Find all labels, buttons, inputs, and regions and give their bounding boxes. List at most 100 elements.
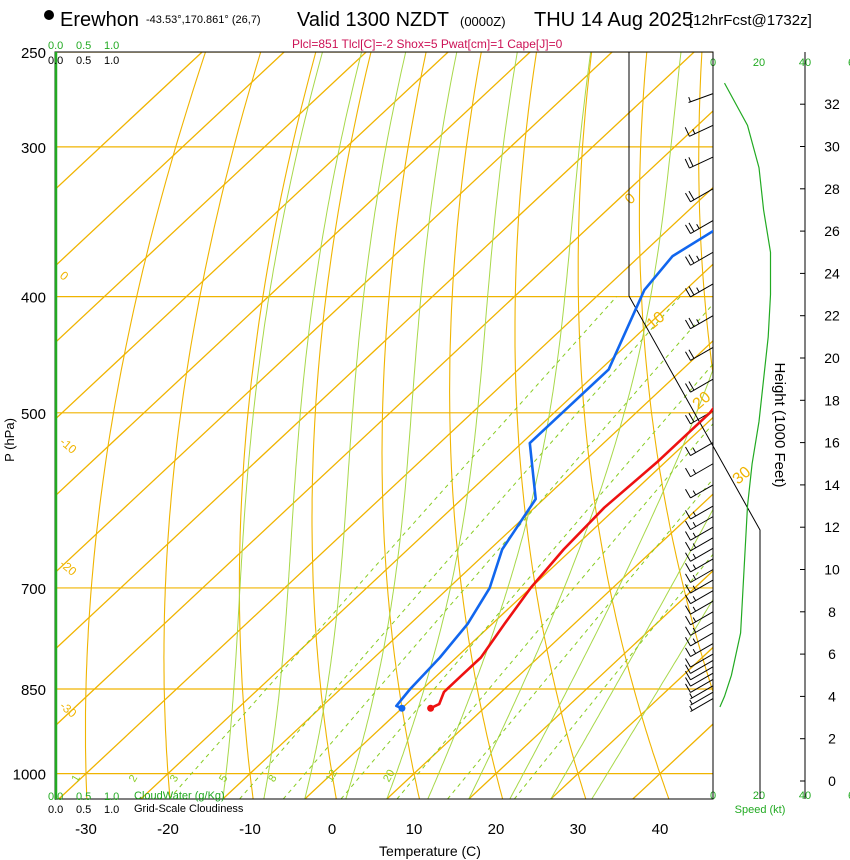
wind-speed-scale-label: 40 bbox=[799, 57, 811, 69]
wind-barb-flag bbox=[685, 446, 691, 456]
wind-barb-staff bbox=[689, 156, 714, 169]
wind-speed-scale-label: 20 bbox=[753, 57, 765, 69]
wind-barb-flag bbox=[688, 349, 695, 359]
wind-barb-staff bbox=[690, 691, 714, 706]
wind-barb bbox=[689, 691, 714, 706]
wind-speed-profile bbox=[719, 82, 772, 708]
dry-adiabat bbox=[84, 52, 207, 799]
temperature-profile bbox=[430, 406, 713, 710]
wind-barb-half-flag bbox=[692, 522, 697, 527]
cloud-water-scale-label: 0.0 bbox=[48, 791, 63, 803]
cloudiness-scale-label: 0.0 bbox=[48, 55, 63, 67]
stability-indices: Plcl=851 Tlcl[C]=-2 Shox=5 Pwat[cm]=1 Ca… bbox=[292, 37, 563, 51]
dry-adiabat bbox=[756, 52, 850, 799]
moist-adiabat bbox=[550, 508, 713, 799]
wind-barb-staff bbox=[690, 672, 714, 687]
wind-barb bbox=[685, 672, 714, 687]
wind-barb bbox=[685, 346, 714, 361]
wind-barb-half-flag bbox=[692, 543, 697, 549]
wind-barb-flag bbox=[685, 224, 691, 234]
wind-barb bbox=[689, 698, 714, 712]
plot-frame bbox=[54, 51, 714, 800]
mixing-ratio-line bbox=[447, 478, 713, 799]
wind-barb-staff bbox=[690, 698, 714, 712]
isotherm-line bbox=[386, 493, 713, 799]
wind-speed-scale-label: 20 bbox=[753, 790, 765, 802]
wind-barb-half-flag bbox=[692, 448, 697, 453]
wind-barb bbox=[685, 611, 714, 626]
wind-barb-half-flag bbox=[689, 693, 693, 699]
wind-barb-half-flag bbox=[692, 469, 697, 474]
wind-barb-half-flag bbox=[692, 553, 697, 559]
height-tick-label: 18 bbox=[824, 392, 840, 408]
height-axis-title: Height (1000 Feet) bbox=[771, 362, 788, 487]
wind-barb-staff bbox=[690, 484, 714, 499]
cloud-water-scale-label: 0.5 bbox=[76, 791, 91, 803]
mixing-ratio-line bbox=[396, 423, 713, 799]
isotherm-label: -30 bbox=[57, 699, 80, 721]
wind-barb bbox=[685, 505, 714, 520]
wind-barb-flag bbox=[688, 190, 695, 201]
wind-barb-flag bbox=[685, 541, 691, 552]
wind-barb-half-flag bbox=[692, 648, 697, 654]
wind-barb-flag bbox=[685, 670, 691, 681]
wind-barb bbox=[685, 600, 714, 615]
pressure-tick-label: 500 bbox=[21, 406, 46, 423]
cloud-water-scale-label: 1.0 bbox=[104, 40, 119, 52]
temperature-tick-label: 0 bbox=[328, 821, 336, 838]
valid-utc: (0000Z) bbox=[460, 14, 506, 29]
temperature-axis-title: Temperature (C) bbox=[379, 843, 481, 859]
wind-barb-half-flag bbox=[692, 617, 697, 623]
wind-barb bbox=[685, 283, 714, 298]
height-tick-label: 28 bbox=[824, 181, 840, 197]
isotherm-line bbox=[468, 569, 713, 799]
pressure-tick-label: 250 bbox=[21, 45, 46, 62]
wind-barb-flag bbox=[685, 256, 691, 266]
height-tick-label: 16 bbox=[824, 435, 840, 451]
isotherm-label: -20 bbox=[57, 557, 80, 579]
station-coords: -43.53°,170.861° (26,7) bbox=[146, 14, 261, 26]
wind-barb-staff bbox=[690, 516, 714, 531]
mixing-ratio-label: 12 bbox=[324, 768, 341, 785]
wind-barb bbox=[685, 660, 714, 674]
wind-barb-staff bbox=[690, 679, 714, 693]
wind-barb-flag bbox=[685, 552, 691, 562]
wind-barb-flag bbox=[685, 683, 691, 693]
cloud-water-scale-label: 0.0 bbox=[48, 40, 63, 52]
moist-adiabat bbox=[427, 52, 592, 799]
wind-barb-staff bbox=[688, 93, 714, 103]
isotherm-line bbox=[55, 52, 367, 344]
wind-barb-flag bbox=[684, 127, 690, 137]
boundary-line bbox=[628, 52, 761, 799]
height-tick-label: 26 bbox=[824, 223, 840, 239]
forecast-label: [12hrFcst@1732z] bbox=[689, 12, 812, 29]
wind-barb-half-flag bbox=[696, 287, 700, 293]
wind-barb-flag bbox=[685, 677, 691, 687]
isotherm-line bbox=[58, 186, 713, 799]
height-tick-label: 2 bbox=[828, 731, 836, 747]
wind-barb-flag bbox=[688, 412, 695, 423]
wind-barb-flag bbox=[685, 637, 691, 647]
wind-speed-scale-label: 6 bbox=[848, 790, 850, 802]
dewpoint-profile bbox=[394, 229, 713, 710]
wind-barb-flag bbox=[685, 605, 691, 615]
wind-barb-flag bbox=[685, 351, 691, 361]
temperature-tick-label: 20 bbox=[488, 821, 505, 838]
moist-adiabat bbox=[345, 52, 458, 799]
surface-dewpoint-point bbox=[398, 704, 406, 712]
pressure-tick-label: 1000 bbox=[13, 767, 46, 784]
wind-barb bbox=[685, 220, 714, 234]
wind-barb bbox=[685, 463, 714, 478]
wind-barb-flag bbox=[685, 510, 691, 520]
cloud-water-scale-label: 1.0 bbox=[104, 791, 119, 803]
wind-barb-half-flag bbox=[692, 490, 697, 496]
temperature-tick-label: 40 bbox=[652, 821, 669, 838]
wind-speed-axis-title: Speed (kt) bbox=[735, 804, 786, 816]
mixing-ratio-line bbox=[282, 303, 713, 799]
wind-barb-flag bbox=[688, 381, 695, 391]
wind-barb bbox=[688, 93, 714, 103]
wind-barb-flag bbox=[688, 222, 695, 232]
wind-barb bbox=[685, 558, 714, 573]
wind-barb-staff bbox=[690, 632, 714, 647]
height-tick-label: 30 bbox=[824, 139, 840, 155]
